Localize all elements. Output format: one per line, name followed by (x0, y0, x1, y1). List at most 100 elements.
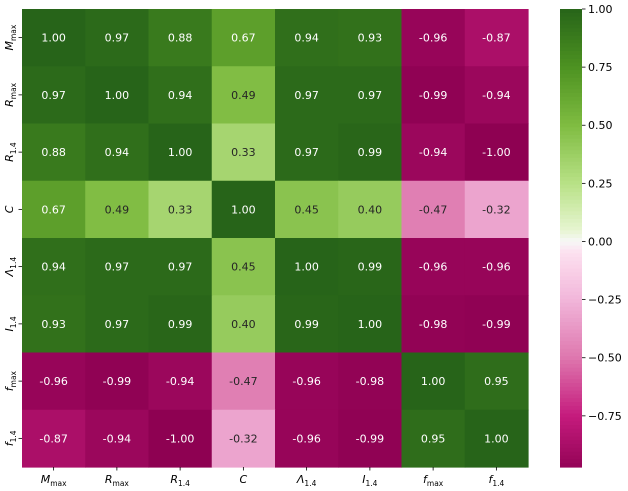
heatmap-cell (85, 9, 150, 67)
colorbar-segment (560, 203, 582, 209)
colorbar-segment (560, 459, 582, 464)
axis-tick-label: Rmax (105, 473, 130, 488)
cell-value-label: -0.98 (419, 318, 447, 331)
cell-value-label: 0.97 (358, 89, 383, 102)
colorbar-segment (560, 276, 582, 281)
cell-value-label: 0.40 (231, 318, 256, 331)
colorbar-segment (560, 287, 582, 293)
cell-value-label: 0.95 (421, 432, 446, 445)
heatmap-cell (464, 352, 529, 411)
cell-value-label: 0.97 (294, 89, 319, 102)
colorbar-segment (560, 268, 582, 273)
heatmap-cell (211, 180, 276, 239)
colorbar-tick-label: −0.50 (588, 352, 622, 365)
heatmap-cells (22, 9, 529, 468)
axis-tick-label: fmax (3, 370, 18, 391)
colorbar-segment (560, 344, 582, 350)
cell-value-label: -0.94 (482, 89, 510, 102)
cell-value-label: -0.98 (356, 375, 384, 388)
colorbar-segment (560, 108, 582, 113)
colorbar-segment (560, 241, 582, 247)
colorbar-segment (560, 28, 582, 33)
heatmap-cell (22, 66, 86, 125)
cell-value-label: 0.97 (105, 32, 130, 45)
colorbar-segment (560, 272, 582, 277)
cell-value-label: 0.95 (484, 375, 509, 388)
cell-value-label: 1.00 (105, 89, 130, 102)
cell-value-label: 0.45 (231, 261, 256, 274)
heatmap-cell (211, 409, 276, 468)
heatmap-cell (275, 180, 339, 239)
colorbar-segment (560, 363, 582, 369)
colorbar-segment (560, 253, 582, 258)
colorbar-segment (560, 234, 582, 239)
colorbar-segment (560, 402, 582, 407)
heatmap-cell (464, 295, 529, 354)
heatmap-cell (338, 9, 403, 67)
cell-value-label: 0.49 (105, 203, 130, 216)
cell-value-label: 0.97 (41, 89, 66, 102)
heatmap-cell (338, 180, 403, 239)
colorbar-segment (560, 337, 582, 342)
colorbar-segment (560, 333, 582, 338)
cell-value-label: 0.94 (41, 261, 66, 274)
colorbar: 1.00 0.75 0.50 0.25 0.00 −0.25 −0.50 −0.75 (560, 3, 622, 468)
heatmap-cell (22, 409, 86, 468)
colorbar-segment (560, 386, 582, 392)
colorbar-segment (560, 463, 582, 468)
colorbar-tick-label: 0.75 (588, 61, 613, 74)
cell-value-label: -0.94 (166, 375, 194, 388)
heatmap-cell (275, 123, 339, 182)
colorbar-segment (560, 375, 582, 380)
cell-value-label: -0.99 (356, 432, 384, 445)
colorbar-segment (560, 451, 582, 457)
cell-value-label: -1.00 (166, 432, 194, 445)
colorbar-segment (560, 417, 582, 422)
colorbar-segment (560, 352, 582, 357)
heatmap-cell (22, 295, 86, 354)
colorbar-segment (560, 169, 582, 174)
axis-tick-label: I1.4 (362, 473, 377, 488)
cell-value-label: 0.33 (231, 146, 256, 159)
colorbar-segment (560, 96, 582, 102)
colorbar-segment (560, 302, 582, 308)
colorbar-segment (560, 89, 582, 94)
cell-value-label: 0.97 (105, 318, 130, 331)
colorbar-segment (560, 260, 582, 266)
cell-value-label: -1.00 (482, 146, 510, 159)
heatmap-cell (148, 238, 213, 296)
axis-tick-label: Rmax (3, 82, 18, 107)
cell-value-label: 0.93 (41, 318, 66, 331)
cell-value-label: -0.99 (482, 318, 510, 331)
colorbar-segment (560, 447, 582, 453)
cell-value-label: 0.97 (168, 261, 193, 274)
colorbar-segment (560, 161, 582, 167)
cell-value-label: -0.96 (419, 261, 447, 274)
heatmap-cell (275, 238, 339, 296)
heatmap-cell (275, 352, 339, 411)
colorbar-segment (560, 409, 582, 415)
heatmap-cell (22, 9, 86, 67)
colorbar-segment (560, 257, 582, 262)
cell-value-label: 0.45 (294, 203, 319, 216)
heatmap-cell (85, 352, 150, 411)
cell-value-label: 0.88 (168, 32, 193, 45)
colorbar-segment (560, 9, 582, 14)
colorbar-segment (560, 249, 582, 254)
cell-value-label: 0.49 (231, 89, 256, 102)
axis-tick-label: Mmax (3, 24, 18, 50)
cell-value-label: 0.99 (294, 318, 319, 331)
heatmap-cell (148, 295, 213, 354)
colorbar-segment (560, 444, 582, 449)
colorbar-tick-label: 0.00 (588, 235, 613, 248)
heatmap-cell (22, 123, 86, 182)
heatmap-cell (148, 123, 213, 182)
colorbar-segment (560, 112, 582, 117)
colorbar-segment (560, 184, 582, 189)
colorbar-segment (560, 50, 582, 56)
heatmap-cell (464, 409, 529, 468)
axis-tick-label: C (240, 473, 248, 486)
cell-value-label: 1.00 (421, 375, 446, 388)
colorbar-segment (560, 54, 582, 60)
heatmap-cell (464, 66, 529, 125)
